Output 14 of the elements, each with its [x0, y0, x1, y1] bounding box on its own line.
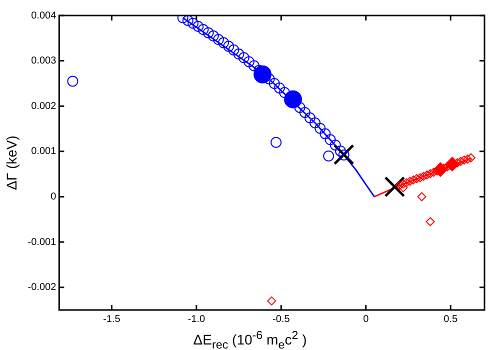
- text: ΔE$_{rec}$ (10$^{-6}$ m$_{e}$c$^{2}$ ): [193, 329, 307, 350]
- y-tick-label: 0.001: [31, 146, 57, 158]
- y-tick-label: 0.003: [31, 56, 57, 67]
- x-tick-label: -1.0: [188, 314, 206, 325]
- y-axis-title: ΔΓ (keV): [3, 136, 20, 190]
- y-tick-label: 0.002: [31, 100, 57, 112]
- y-tick-label: -0.001: [28, 236, 57, 248]
- x-tick-label: 0.5: [444, 314, 458, 325]
- y-tick-label: 0.004: [31, 10, 57, 22]
- y-tick-label: 0: [50, 191, 57, 202]
- y-tick-label: -0.002: [28, 282, 57, 294]
- x-tick-label: -1.5: [103, 314, 121, 325]
- x-tick-label: -0.5: [272, 314, 290, 325]
- x-tick-label: 0: [363, 314, 370, 325]
